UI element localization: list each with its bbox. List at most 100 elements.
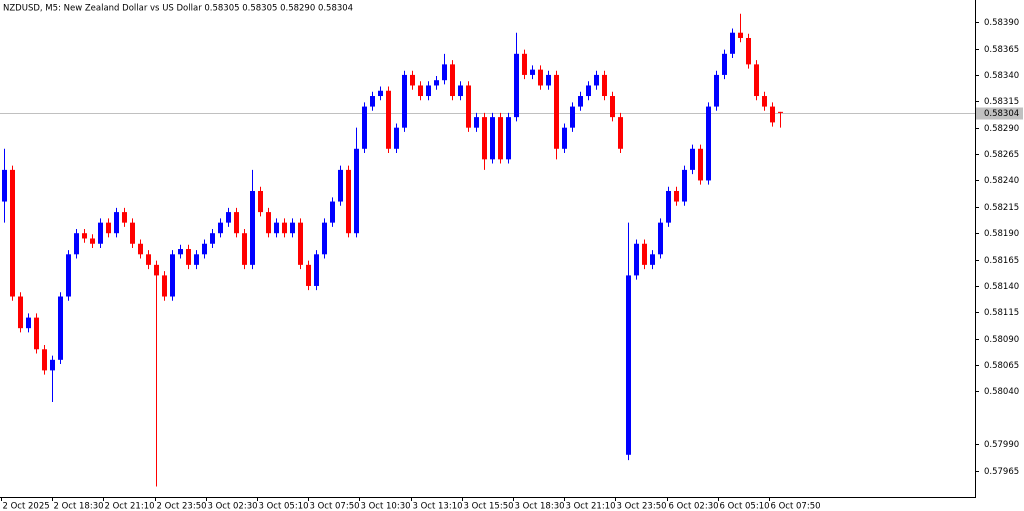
y-tick-label: 0.58190 <box>984 229 1019 239</box>
candle-body <box>586 85 591 97</box>
candle-body <box>666 190 671 223</box>
x-tick-label: 2 Oct 2025 <box>3 502 50 511</box>
candle-body <box>762 96 767 107</box>
candle-body <box>170 254 175 297</box>
candle-body <box>746 37 751 65</box>
candle-body <box>618 117 623 149</box>
x-tick-label: 3 Oct 13:10 <box>413 502 463 511</box>
candle-body <box>562 127 567 149</box>
x-tick-label: 3 Oct 21:10 <box>566 502 616 511</box>
candle-body <box>218 222 223 234</box>
candle-body <box>202 243 207 255</box>
candle-body <box>530 69 535 75</box>
candle-body <box>322 222 327 255</box>
candle-body <box>546 74 551 86</box>
candle-body <box>490 117 495 160</box>
y-tick-label: 0.57990 <box>984 440 1019 450</box>
x-tick-label: 3 Oct 05:10 <box>259 502 309 511</box>
candle-body <box>66 254 71 297</box>
candle-body <box>602 74 607 97</box>
y-tick-label: 0.58240 <box>984 176 1019 186</box>
candle-body <box>250 190 255 265</box>
current-price-box <box>976 107 1023 120</box>
y-tick-label: 0.58140 <box>984 282 1019 292</box>
candle-body <box>242 233 247 265</box>
candle-body <box>570 106 575 128</box>
candle-body <box>18 296 23 329</box>
candle-body <box>410 74 415 86</box>
candle-body <box>378 90 383 97</box>
candle-body <box>298 222 303 265</box>
candle-body <box>178 249 183 255</box>
candle-body <box>474 117 479 128</box>
x-tick-label: 6 Oct 05:10 <box>720 502 770 511</box>
candle-body <box>162 275 167 297</box>
candle-body <box>290 222 295 234</box>
candle-body <box>146 254 151 265</box>
candle-body <box>210 233 215 244</box>
candle-body <box>10 169 15 297</box>
candle-body <box>650 254 655 265</box>
candle-body <box>130 222 135 244</box>
candle-body <box>610 96 615 118</box>
candle-body <box>34 317 39 350</box>
candle-body <box>714 74 719 107</box>
candle-body <box>274 222 279 234</box>
y-tick-label: 0.58365 <box>984 45 1019 55</box>
candle-body <box>434 80 439 86</box>
candle-body <box>698 148 703 181</box>
candle-body <box>754 64 759 97</box>
candle-body <box>114 212 119 234</box>
candle-body <box>98 222 103 244</box>
candle-body <box>122 212 127 223</box>
x-tick-label: 3 Oct 18:30 <box>515 502 565 511</box>
candle-body <box>522 53 527 75</box>
y-tick-label: 0.58215 <box>984 203 1019 213</box>
candle-body <box>658 222 663 255</box>
y-tick-label: 0.58340 <box>984 71 1019 81</box>
y-tick-label: 0.58265 <box>984 150 1019 160</box>
x-tick-label: 3 Oct 23:50 <box>617 502 667 511</box>
candle-body <box>346 169 351 234</box>
candle-body <box>226 212 231 223</box>
y-tick-label: 0.58165 <box>984 256 1019 266</box>
candle-body <box>50 359 55 371</box>
candle-body <box>738 32 743 38</box>
candle-body <box>778 111 783 113</box>
current-price-label: 0.58304 <box>984 109 1019 119</box>
x-tick-label: 3 Oct 10:30 <box>361 502 411 511</box>
candle-body <box>282 222 287 234</box>
candle-body <box>554 74 559 149</box>
candle-body <box>386 90 391 149</box>
candle-body <box>138 243 143 255</box>
candle-body <box>258 190 263 213</box>
candle-body <box>194 254 199 265</box>
candle-body <box>578 96 583 107</box>
candle-body <box>442 64 447 81</box>
candle-body <box>458 85 463 97</box>
candle-body <box>82 233 87 239</box>
y-tick-label: 0.58315 <box>984 97 1019 107</box>
candle-body <box>2 169 7 202</box>
candle-body <box>90 238 95 244</box>
candle-body <box>690 148 695 170</box>
candle-body <box>682 169 687 202</box>
candle-body <box>330 201 335 223</box>
x-tick-label: 3 Oct 02:30 <box>208 502 258 511</box>
candle-body <box>482 117 487 160</box>
candle-body <box>498 117 503 160</box>
x-tick-label: 6 Oct 07:50 <box>771 502 821 511</box>
x-tick-label: 2 Oct 23:50 <box>157 502 207 511</box>
x-tick-label: 6 Oct 02:30 <box>669 502 719 511</box>
candle-body <box>450 64 455 97</box>
candle-body <box>338 169 343 202</box>
candle-body <box>306 264 311 286</box>
candle-body <box>314 254 319 286</box>
y-tick-label: 0.58115 <box>984 308 1019 318</box>
candle-body <box>634 243 639 276</box>
candle-body <box>186 249 191 265</box>
y-tick-label: 0.57965 <box>984 467 1019 477</box>
candle-body <box>642 243 647 265</box>
